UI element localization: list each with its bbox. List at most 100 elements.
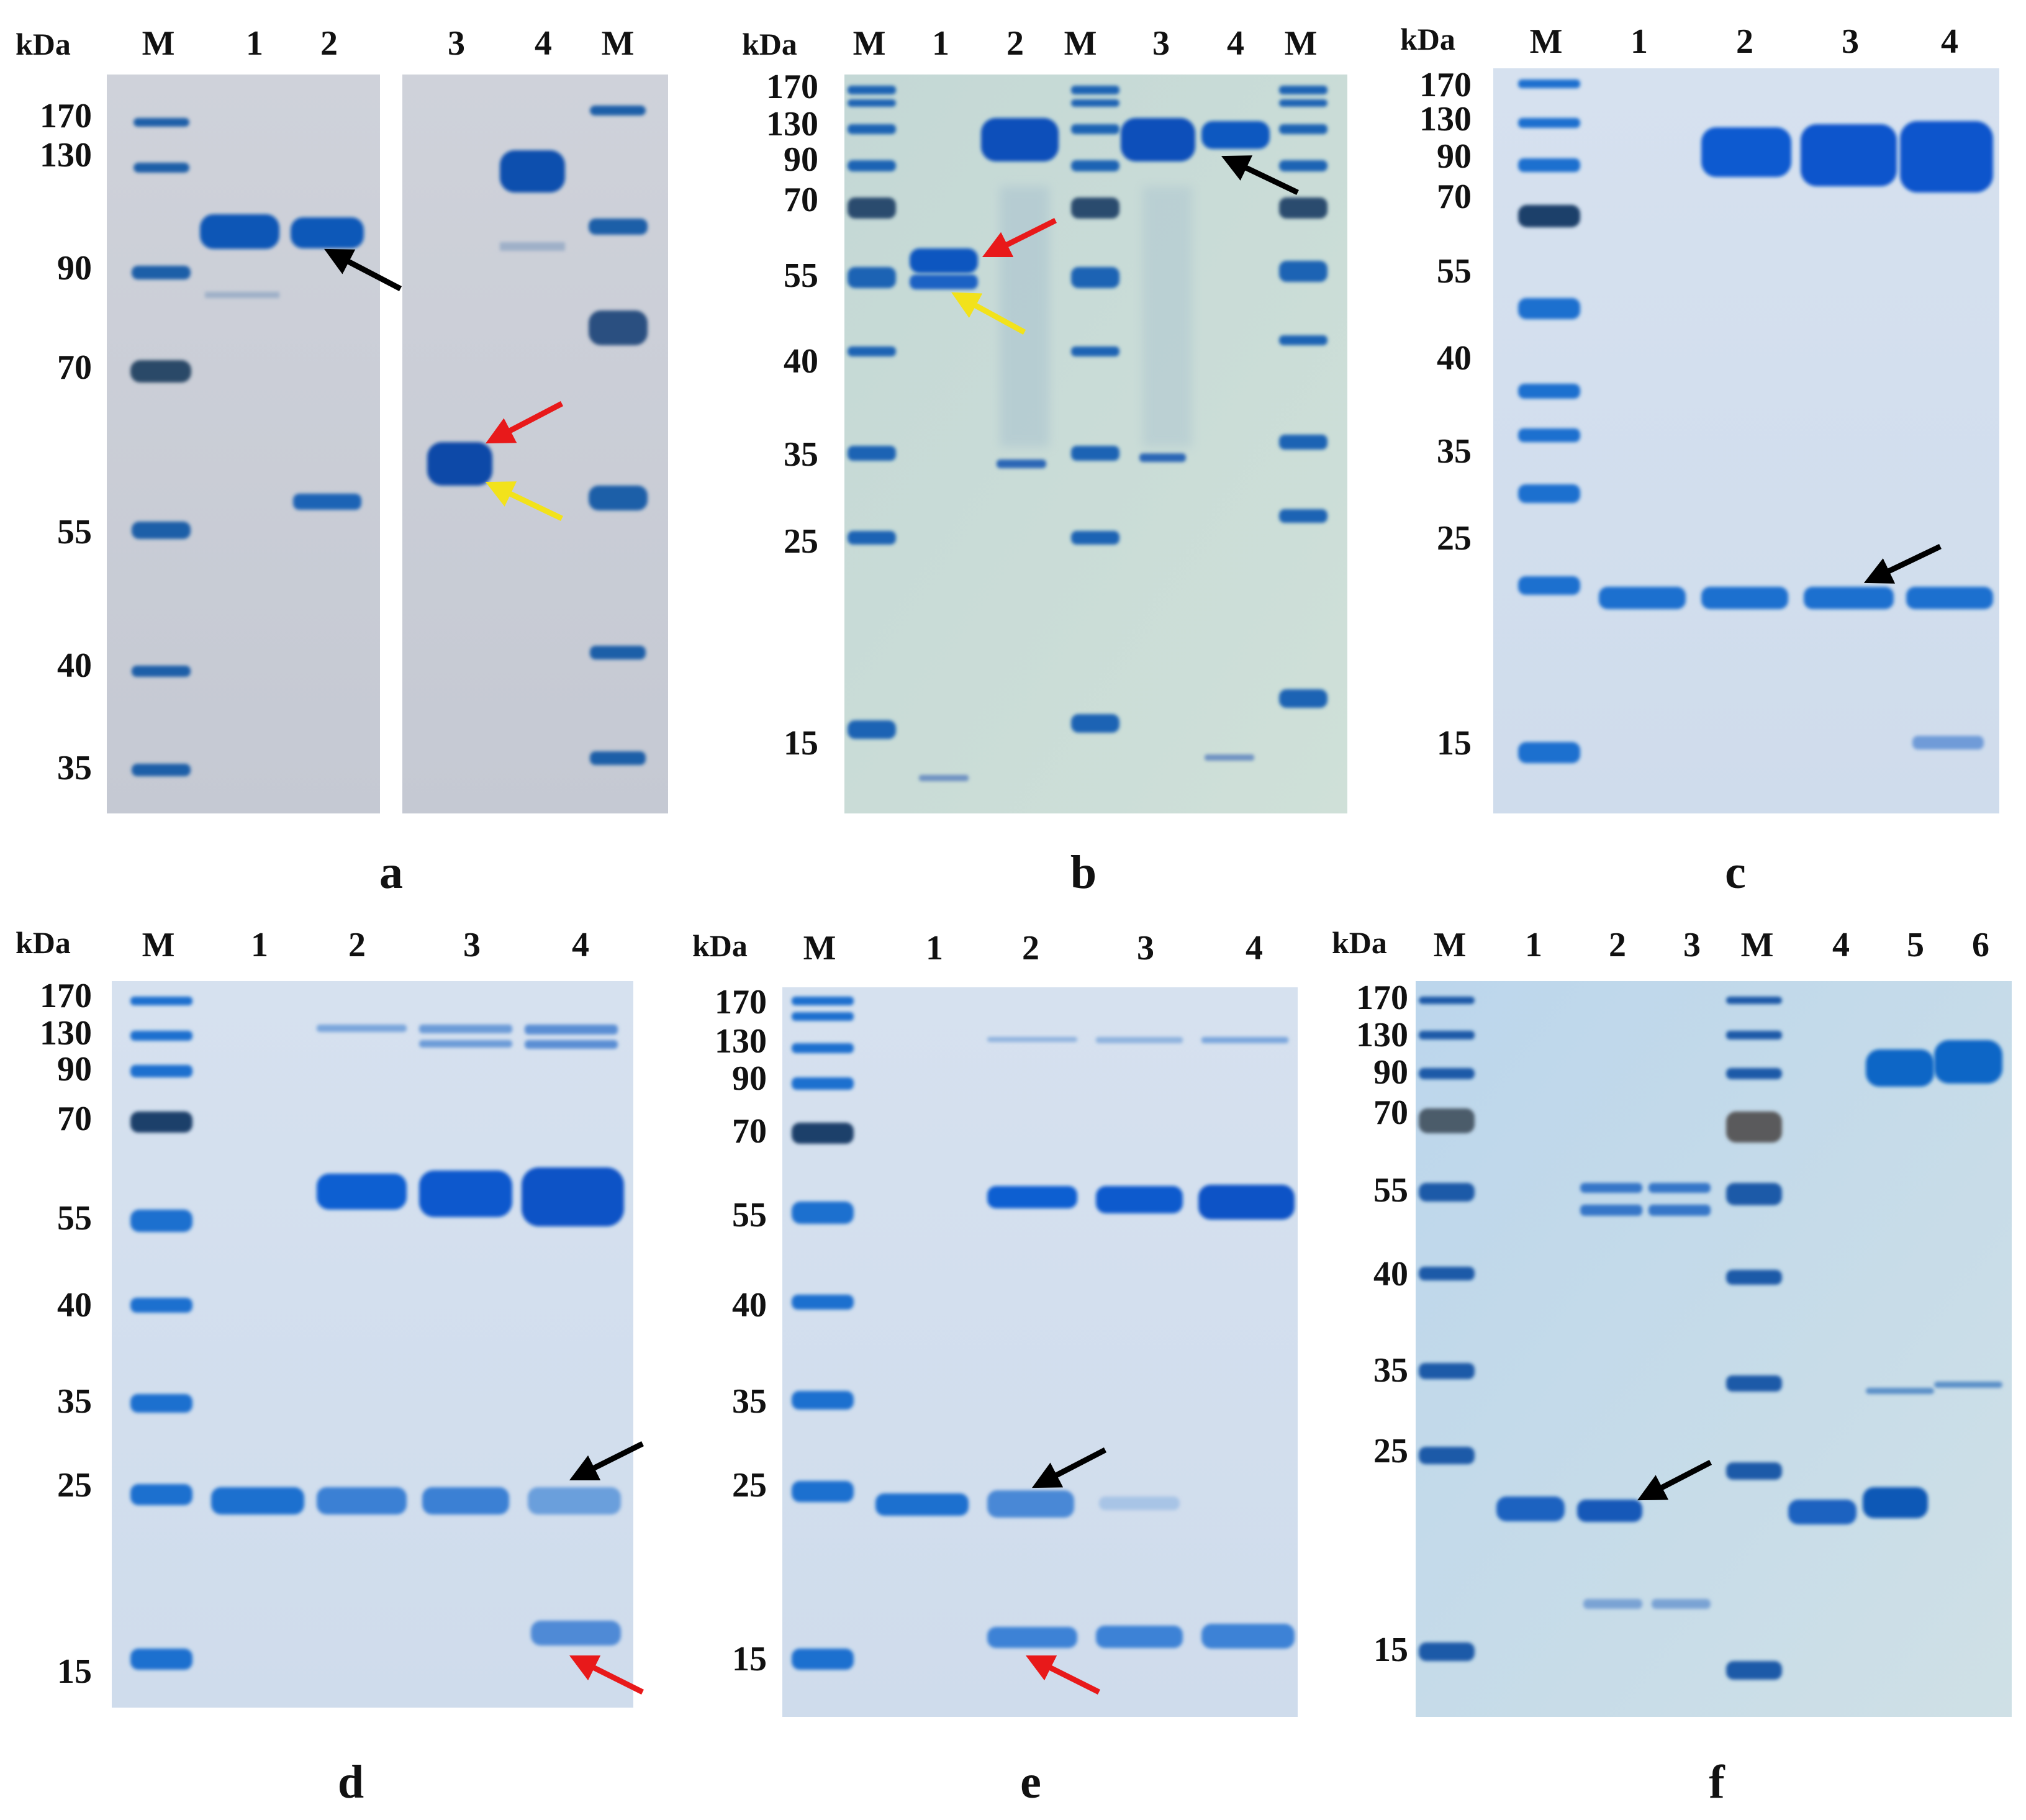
marker-label-a-170: 170 (40, 97, 92, 135)
marker-ladder-d (130, 997, 192, 1670)
marker-label-d-90: 90 (57, 1050, 92, 1089)
sample-bands-f (1496, 1040, 2002, 1609)
marker-ladder-f (1419, 997, 1782, 1680)
arrow-red-a (486, 401, 564, 444)
panel-d: kDa M 1 2 3 4 170 130 90 70 55 40 35 25 … (16, 925, 644, 1808)
marker-label-b-15: 15 (784, 724, 818, 763)
panel-caption-f: f (1709, 1756, 1725, 1808)
marker-label-f-55: 55 (1373, 1171, 1408, 1210)
lane-label-d-M: M (142, 926, 175, 964)
lane-label-e-2: 2 (1022, 929, 1039, 967)
marker-label-d-15: 15 (57, 1652, 92, 1691)
panel-caption-e: e (1020, 1756, 1041, 1808)
marker-label-d-130: 130 (40, 1014, 92, 1053)
marker-label-c-130: 130 (1419, 100, 1472, 138)
marker-label-b-55: 55 (784, 256, 818, 295)
marker-label-c-55: 55 (1437, 252, 1472, 291)
marker-label-c-35: 35 (1437, 432, 1472, 471)
lane-label-a-M2: M (602, 24, 635, 63)
marker-label-f-70: 70 (1373, 1093, 1408, 1132)
arrow-black-f (1637, 1460, 1712, 1501)
arrow-black-e (1032, 1447, 1107, 1488)
marker-label-e-15: 15 (732, 1640, 767, 1678)
lane-label-e-M: M (803, 929, 836, 967)
panel-caption-b: b (1070, 846, 1097, 899)
marker-label-b-170: 170 (766, 68, 818, 106)
marker-label-e-130: 130 (715, 1022, 767, 1061)
unit-label-b: kDa (742, 27, 797, 61)
marker-label-e-35: 35 (732, 1382, 767, 1421)
arrow-red-d (569, 1655, 644, 1695)
marker-label-e-25: 25 (732, 1466, 767, 1505)
arrow-red-e (1025, 1655, 1101, 1695)
marker-ladder-e (792, 997, 854, 1670)
marker-label-f-90: 90 (1373, 1053, 1408, 1092)
lane-label-b-1: 1 (932, 24, 949, 63)
gel-d (112, 981, 633, 1708)
unit-label-e: kDa (692, 928, 748, 963)
marker-label-a-90: 90 (57, 249, 92, 287)
gel-e (782, 987, 1298, 1717)
lane-label-f-1: 1 (1525, 926, 1542, 964)
sample-bands-a (200, 150, 565, 510)
unit-label-a: kDa (16, 27, 71, 61)
lane-label-c-M: M (1530, 22, 1563, 61)
marker-label-b-90: 90 (784, 140, 818, 179)
lane-label-c-1: 1 (1630, 22, 1648, 61)
marker-label-f-130: 130 (1356, 1016, 1408, 1054)
arrow-red-b (982, 217, 1057, 258)
lane-label-a-3: 3 (448, 24, 465, 63)
lane-label-c-3: 3 (1842, 22, 1859, 61)
lane-label-f-M: M (1434, 926, 1467, 964)
marker-ladder-a (130, 106, 648, 776)
lane-label-f-3: 3 (1683, 926, 1701, 964)
sample-bands-c (1599, 121, 1993, 749)
marker-label-a-130: 130 (40, 136, 92, 174)
arrow-black-c (1863, 543, 1942, 584)
lane-label-a-1: 1 (246, 24, 263, 63)
marker-label-d-170: 170 (40, 977, 92, 1015)
panel-caption-c: c (1725, 846, 1746, 899)
lane-label-a-2: 2 (320, 24, 338, 63)
lane-label-f-4: 4 (1832, 926, 1850, 964)
marker-label-b-40: 40 (784, 342, 818, 381)
marker-label-d-55: 55 (57, 1199, 92, 1238)
sample-bands-d (211, 1025, 624, 1646)
marker-label-a-40: 40 (57, 646, 92, 685)
arrow-black-d (569, 1441, 644, 1481)
marker-label-f-40: 40 (1373, 1255, 1408, 1293)
marker-label-b-70: 70 (784, 181, 818, 219)
panel-caption-d: d (338, 1756, 364, 1808)
marker-label-e-90: 90 (732, 1059, 767, 1098)
arrow-black-b (1221, 155, 1299, 196)
lane-label-d-4: 4 (572, 926, 589, 964)
lane-label-e-4: 4 (1246, 929, 1263, 967)
lane-label-d-2: 2 (348, 926, 366, 964)
lane-label-d-3: 3 (463, 926, 481, 964)
marker-label-c-90: 90 (1437, 137, 1472, 176)
lane-label-b-M: M (853, 24, 886, 63)
marker-label-f-25: 25 (1373, 1432, 1408, 1470)
lane-label-a-M: M (142, 24, 175, 63)
marker-label-d-70: 70 (57, 1100, 92, 1138)
lane-label-f-2: 2 (1609, 926, 1626, 964)
lane-label-e-3: 3 (1137, 929, 1154, 967)
lane-label-f-6: 6 (1972, 926, 1989, 964)
marker-label-d-35: 35 (57, 1382, 92, 1421)
marker-label-f-15: 15 (1373, 1631, 1408, 1669)
marker-label-e-70: 70 (732, 1112, 767, 1151)
unit-label-d: kDa (16, 925, 71, 960)
marker-label-e-55: 55 (732, 1196, 767, 1234)
panel-e: kDa M 1 2 3 4 170 130 90 70 55 40 35 25 … (692, 928, 1298, 1808)
sample-bands-b (910, 118, 1270, 781)
marker-ladder-c (1518, 79, 1580, 763)
marker-label-a-55: 55 (57, 513, 92, 551)
marker-label-c-40: 40 (1437, 339, 1472, 378)
marker-label-b-35: 35 (784, 435, 818, 474)
lane-label-f-M2: M (1741, 926, 1774, 964)
marker-ladder-b (848, 86, 1327, 739)
lane-label-b-M2: M (1064, 24, 1097, 63)
marker-label-b-25: 25 (784, 522, 818, 561)
unit-label-f: kDa (1332, 925, 1387, 960)
marker-label-c-25: 25 (1437, 519, 1472, 558)
